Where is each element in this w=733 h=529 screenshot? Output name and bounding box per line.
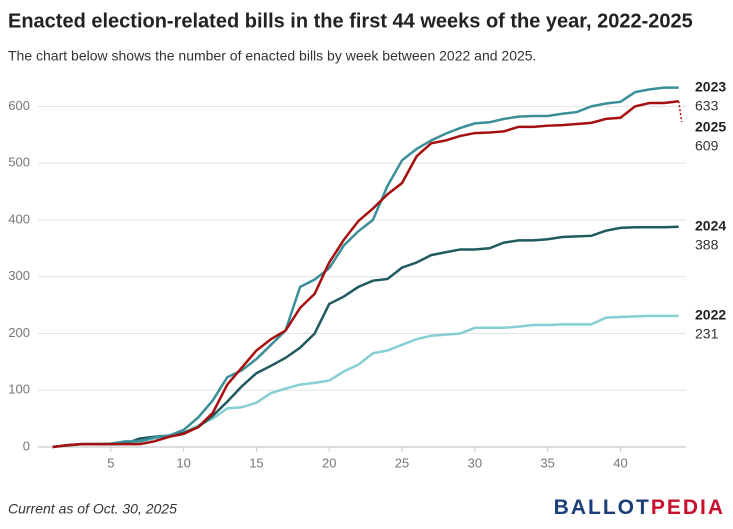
x-tick-label: 5 xyxy=(107,455,114,470)
series-line xyxy=(52,314,679,449)
series-line xyxy=(52,86,679,449)
series-value: 231 xyxy=(695,326,719,342)
chart-subtitle: The chart below shows the number of enac… xyxy=(8,48,536,64)
series-label: 2025 xyxy=(695,119,726,135)
series-value: 609 xyxy=(695,138,719,154)
x-tick-label: 15 xyxy=(249,455,263,470)
leader-line xyxy=(677,101,683,123)
chart-title: Enacted election-related bills in the fi… xyxy=(8,10,693,32)
logo-part: PEDIA xyxy=(651,496,725,519)
y-tick-label: 600 xyxy=(8,98,30,113)
series-line xyxy=(52,225,679,449)
x-tick-label: 10 xyxy=(176,455,190,470)
x-tick-label: 35 xyxy=(540,455,554,470)
y-tick-label: 500 xyxy=(8,155,30,170)
y-tick-label: 400 xyxy=(8,211,30,226)
series-value: 633 xyxy=(695,98,719,114)
series-label: 2024 xyxy=(695,218,726,234)
x-tick-label: 25 xyxy=(395,455,409,470)
series-value: 388 xyxy=(695,237,719,253)
logo-part: BALLOT xyxy=(554,496,651,519)
y-tick-label: 0 xyxy=(23,438,30,453)
series-label: 2022 xyxy=(695,307,726,323)
x-tick-label: 20 xyxy=(322,455,336,470)
y-tick-label: 100 xyxy=(8,382,30,397)
logo: BALLOTPEDIA xyxy=(554,496,725,519)
series-line xyxy=(52,100,679,449)
y-tick-label: 200 xyxy=(8,325,30,340)
x-tick-label: 30 xyxy=(468,455,482,470)
note: Current as of Oct. 30, 2025 xyxy=(8,501,177,517)
y-tick-label: 300 xyxy=(8,268,30,283)
x-tick-label: 40 xyxy=(613,455,627,470)
series-label: 2023 xyxy=(695,79,726,95)
